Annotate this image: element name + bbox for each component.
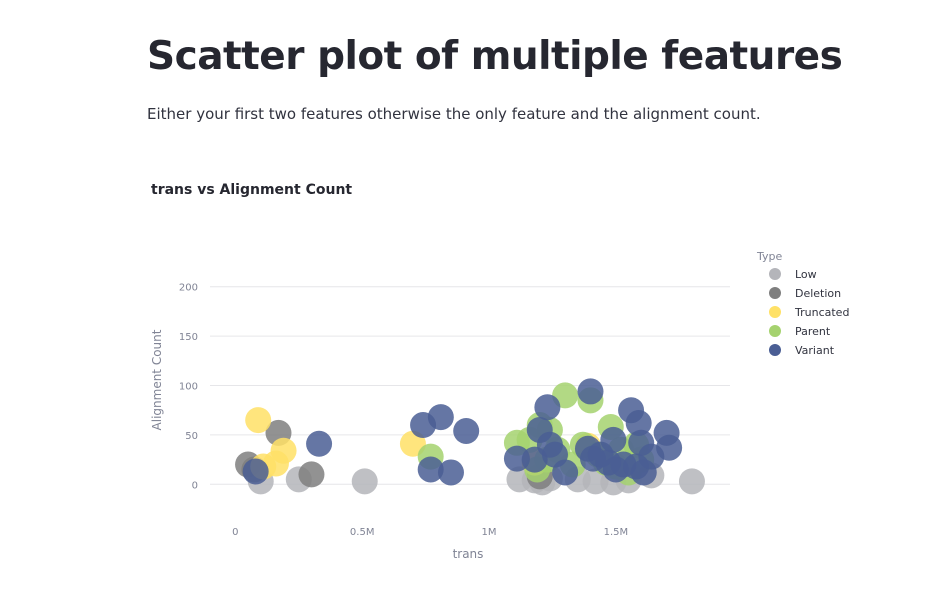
data-point-variant[interactable] <box>437 459 464 486</box>
legend-marker <box>769 306 781 318</box>
data-point-variant[interactable] <box>242 458 269 485</box>
series-low[interactable] <box>247 462 705 496</box>
y-tick-label: 100 <box>179 382 198 393</box>
legend-label: Parent <box>795 325 831 338</box>
data-point-variant[interactable] <box>534 394 561 421</box>
chart-title: trans vs Alignment Count <box>151 182 352 198</box>
x-tick-label: 1M <box>482 527 497 538</box>
data-point-truncated[interactable] <box>245 407 272 434</box>
data-point-variant[interactable] <box>453 417 480 444</box>
y-tick-label: 150 <box>179 332 198 343</box>
tick-labels: 0 50 100 150 200 0 0.5M 1M 1.5M <box>179 283 628 538</box>
legend-label: Truncated <box>794 306 849 319</box>
x-tick-label: 0 <box>232 527 238 538</box>
legend-marker <box>769 325 781 337</box>
data-point-variant[interactable] <box>600 426 627 453</box>
data-point-variant[interactable] <box>306 430 333 457</box>
data-point-variant[interactable] <box>427 404 454 431</box>
x-tick-label: 0.5M <box>350 527 375 538</box>
y-axis-title: Alignment Count <box>150 329 164 430</box>
legend-label: Variant <box>795 344 835 357</box>
x-axis-title: trans <box>453 547 484 561</box>
data-point-truncated[interactable] <box>270 437 297 464</box>
legend-item-variant[interactable]: Variant <box>769 344 835 357</box>
legend-marker <box>769 287 781 299</box>
data-point-variant[interactable] <box>656 434 683 461</box>
legend-item-deletion[interactable]: Deletion <box>769 287 841 300</box>
legend-title: Type <box>756 250 782 263</box>
legend-marker <box>769 344 781 356</box>
y-tick-label: 0 <box>192 480 198 491</box>
page-title: Scatter plot of multiple features <box>147 34 843 79</box>
x-tick-label: 1.5M <box>604 527 629 538</box>
y-tick-label: 200 <box>179 283 198 294</box>
data-point-variant[interactable] <box>577 378 604 405</box>
y-tick-label: 50 <box>185 431 198 442</box>
plot-area[interactable] <box>235 378 705 496</box>
legend-label: Low <box>795 268 817 281</box>
data-point-variant[interactable] <box>625 410 652 437</box>
legend-item-parent[interactable]: Parent <box>769 325 831 338</box>
data-point-variant[interactable] <box>552 459 579 486</box>
legend-item-low[interactable]: Low <box>769 268 817 281</box>
data-point-low[interactable] <box>678 468 705 495</box>
data-point-low[interactable] <box>351 468 378 495</box>
legend-label: Deletion <box>795 287 841 300</box>
page-description: Either your first two features otherwise… <box>147 105 761 123</box>
data-point-deletion[interactable] <box>298 461 325 488</box>
legend-item-truncated[interactable]: Truncated <box>769 306 849 319</box>
series-variant[interactable] <box>242 378 683 486</box>
data-point-variant[interactable] <box>417 456 444 483</box>
legend-marker <box>769 268 781 280</box>
legend[interactable]: Type Low Deletion Truncated Parent Variant <box>756 250 849 357</box>
